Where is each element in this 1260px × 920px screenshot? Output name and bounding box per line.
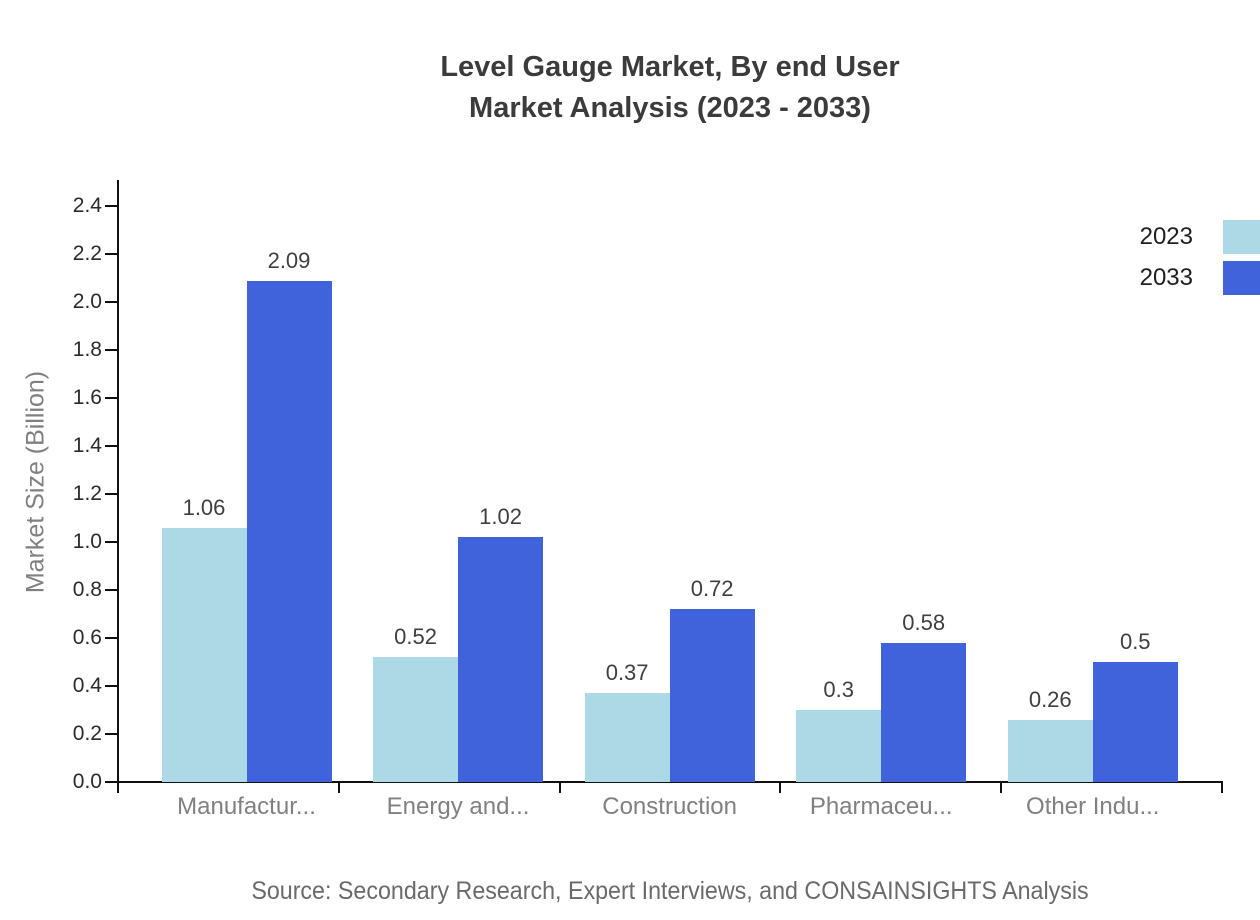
x-tick bbox=[117, 782, 119, 793]
legend-swatch bbox=[1223, 220, 1260, 254]
bar-value-label: 0.37 bbox=[605, 660, 649, 686]
bar-2033-2 bbox=[458, 537, 544, 782]
y-axis-line bbox=[117, 180, 119, 783]
bar-2033-1 bbox=[246, 280, 332, 782]
y-tick-label: 1.8 bbox=[72, 338, 102, 362]
y-tick bbox=[105, 445, 118, 448]
chart-title: Level Gauge Market, By end User Market A… bbox=[118, 47, 1222, 129]
y-tick bbox=[105, 301, 118, 304]
y-tick-label: 2.2 bbox=[72, 242, 102, 266]
y-tick-label: 2.0 bbox=[72, 290, 102, 314]
y-tick-label: 1.4 bbox=[72, 434, 102, 458]
bar-2033-5 bbox=[1092, 662, 1178, 782]
legend: 2023 2033 bbox=[1118, 220, 1260, 295]
legend-label: 2023 bbox=[1139, 223, 1193, 250]
bar-value-label: 0.5 bbox=[1119, 629, 1151, 655]
x-tick bbox=[558, 782, 561, 793]
y-tick bbox=[105, 205, 118, 208]
y-tick bbox=[105, 541, 118, 544]
y-tick bbox=[105, 781, 118, 783]
y-tick bbox=[105, 397, 118, 400]
legend-swatch bbox=[1223, 261, 1260, 295]
y-tick bbox=[105, 349, 118, 352]
y-tick bbox=[105, 685, 118, 688]
x-category-label: Energy and... bbox=[386, 793, 530, 820]
y-tick-label: 1.6 bbox=[72, 386, 102, 410]
bar-2033-3 bbox=[669, 609, 755, 782]
chart-title-line-1: Level Gauge Market, By end User bbox=[440, 51, 900, 83]
legend-row-2033: 2033 bbox=[1118, 261, 1260, 295]
x-axis-line bbox=[117, 781, 1223, 783]
y-tick-label: 1.0 bbox=[72, 530, 102, 554]
legend-label: 2033 bbox=[1139, 264, 1193, 291]
y-tick-label: 2.4 bbox=[72, 194, 102, 218]
x-tick bbox=[1221, 782, 1223, 793]
bar-2023-4 bbox=[796, 710, 882, 782]
x-tick bbox=[337, 782, 340, 793]
bar-2033-4 bbox=[881, 642, 967, 782]
bar-value-label: 0.3 bbox=[823, 677, 854, 703]
bar-value-label: 1.06 bbox=[182, 494, 226, 520]
y-tick bbox=[105, 253, 118, 256]
y-tick-label: 0.2 bbox=[72, 722, 102, 746]
y-tick bbox=[105, 733, 118, 736]
bar-2023-3 bbox=[584, 693, 670, 782]
x-category-label: Pharmaceu... bbox=[809, 793, 953, 820]
legend-row-2023: 2023 bbox=[1118, 220, 1260, 254]
bar-value-label: 0.26 bbox=[1028, 686, 1072, 712]
y-tick-label: 0.4 bbox=[72, 674, 102, 698]
x-tick bbox=[1000, 782, 1003, 793]
y-tick-label: 0.6 bbox=[72, 626, 102, 650]
bar-value-label: 0.52 bbox=[394, 624, 437, 650]
y-tick-label: 0.8 bbox=[72, 578, 102, 602]
bar-value-label: 0.58 bbox=[902, 609, 946, 635]
y-tick-label: 1.2 bbox=[72, 482, 102, 506]
bar-2023-2 bbox=[373, 657, 459, 782]
bar-value-label: 2.09 bbox=[267, 247, 311, 273]
source-note: Source: Secondary Research, Expert Inter… bbox=[251, 877, 1089, 905]
y-tick bbox=[105, 589, 118, 592]
y-tick bbox=[105, 637, 118, 640]
chart-title-line-2: Market Analysis (2023 - 2033) bbox=[469, 92, 871, 124]
bar-value-label: 0.72 bbox=[690, 576, 734, 602]
y-tick-label: 0.0 bbox=[72, 770, 102, 793]
x-tick bbox=[779, 782, 782, 793]
y-tick bbox=[105, 493, 118, 496]
bar-2023-5 bbox=[1007, 719, 1093, 782]
bar-value-label: 1.02 bbox=[479, 504, 522, 530]
x-category-label: Other Indu... bbox=[1026, 793, 1160, 820]
bar-2023-1 bbox=[161, 527, 247, 782]
x-category-label: Manufactur... bbox=[177, 793, 316, 820]
x-category-label: Construction bbox=[602, 793, 737, 820]
